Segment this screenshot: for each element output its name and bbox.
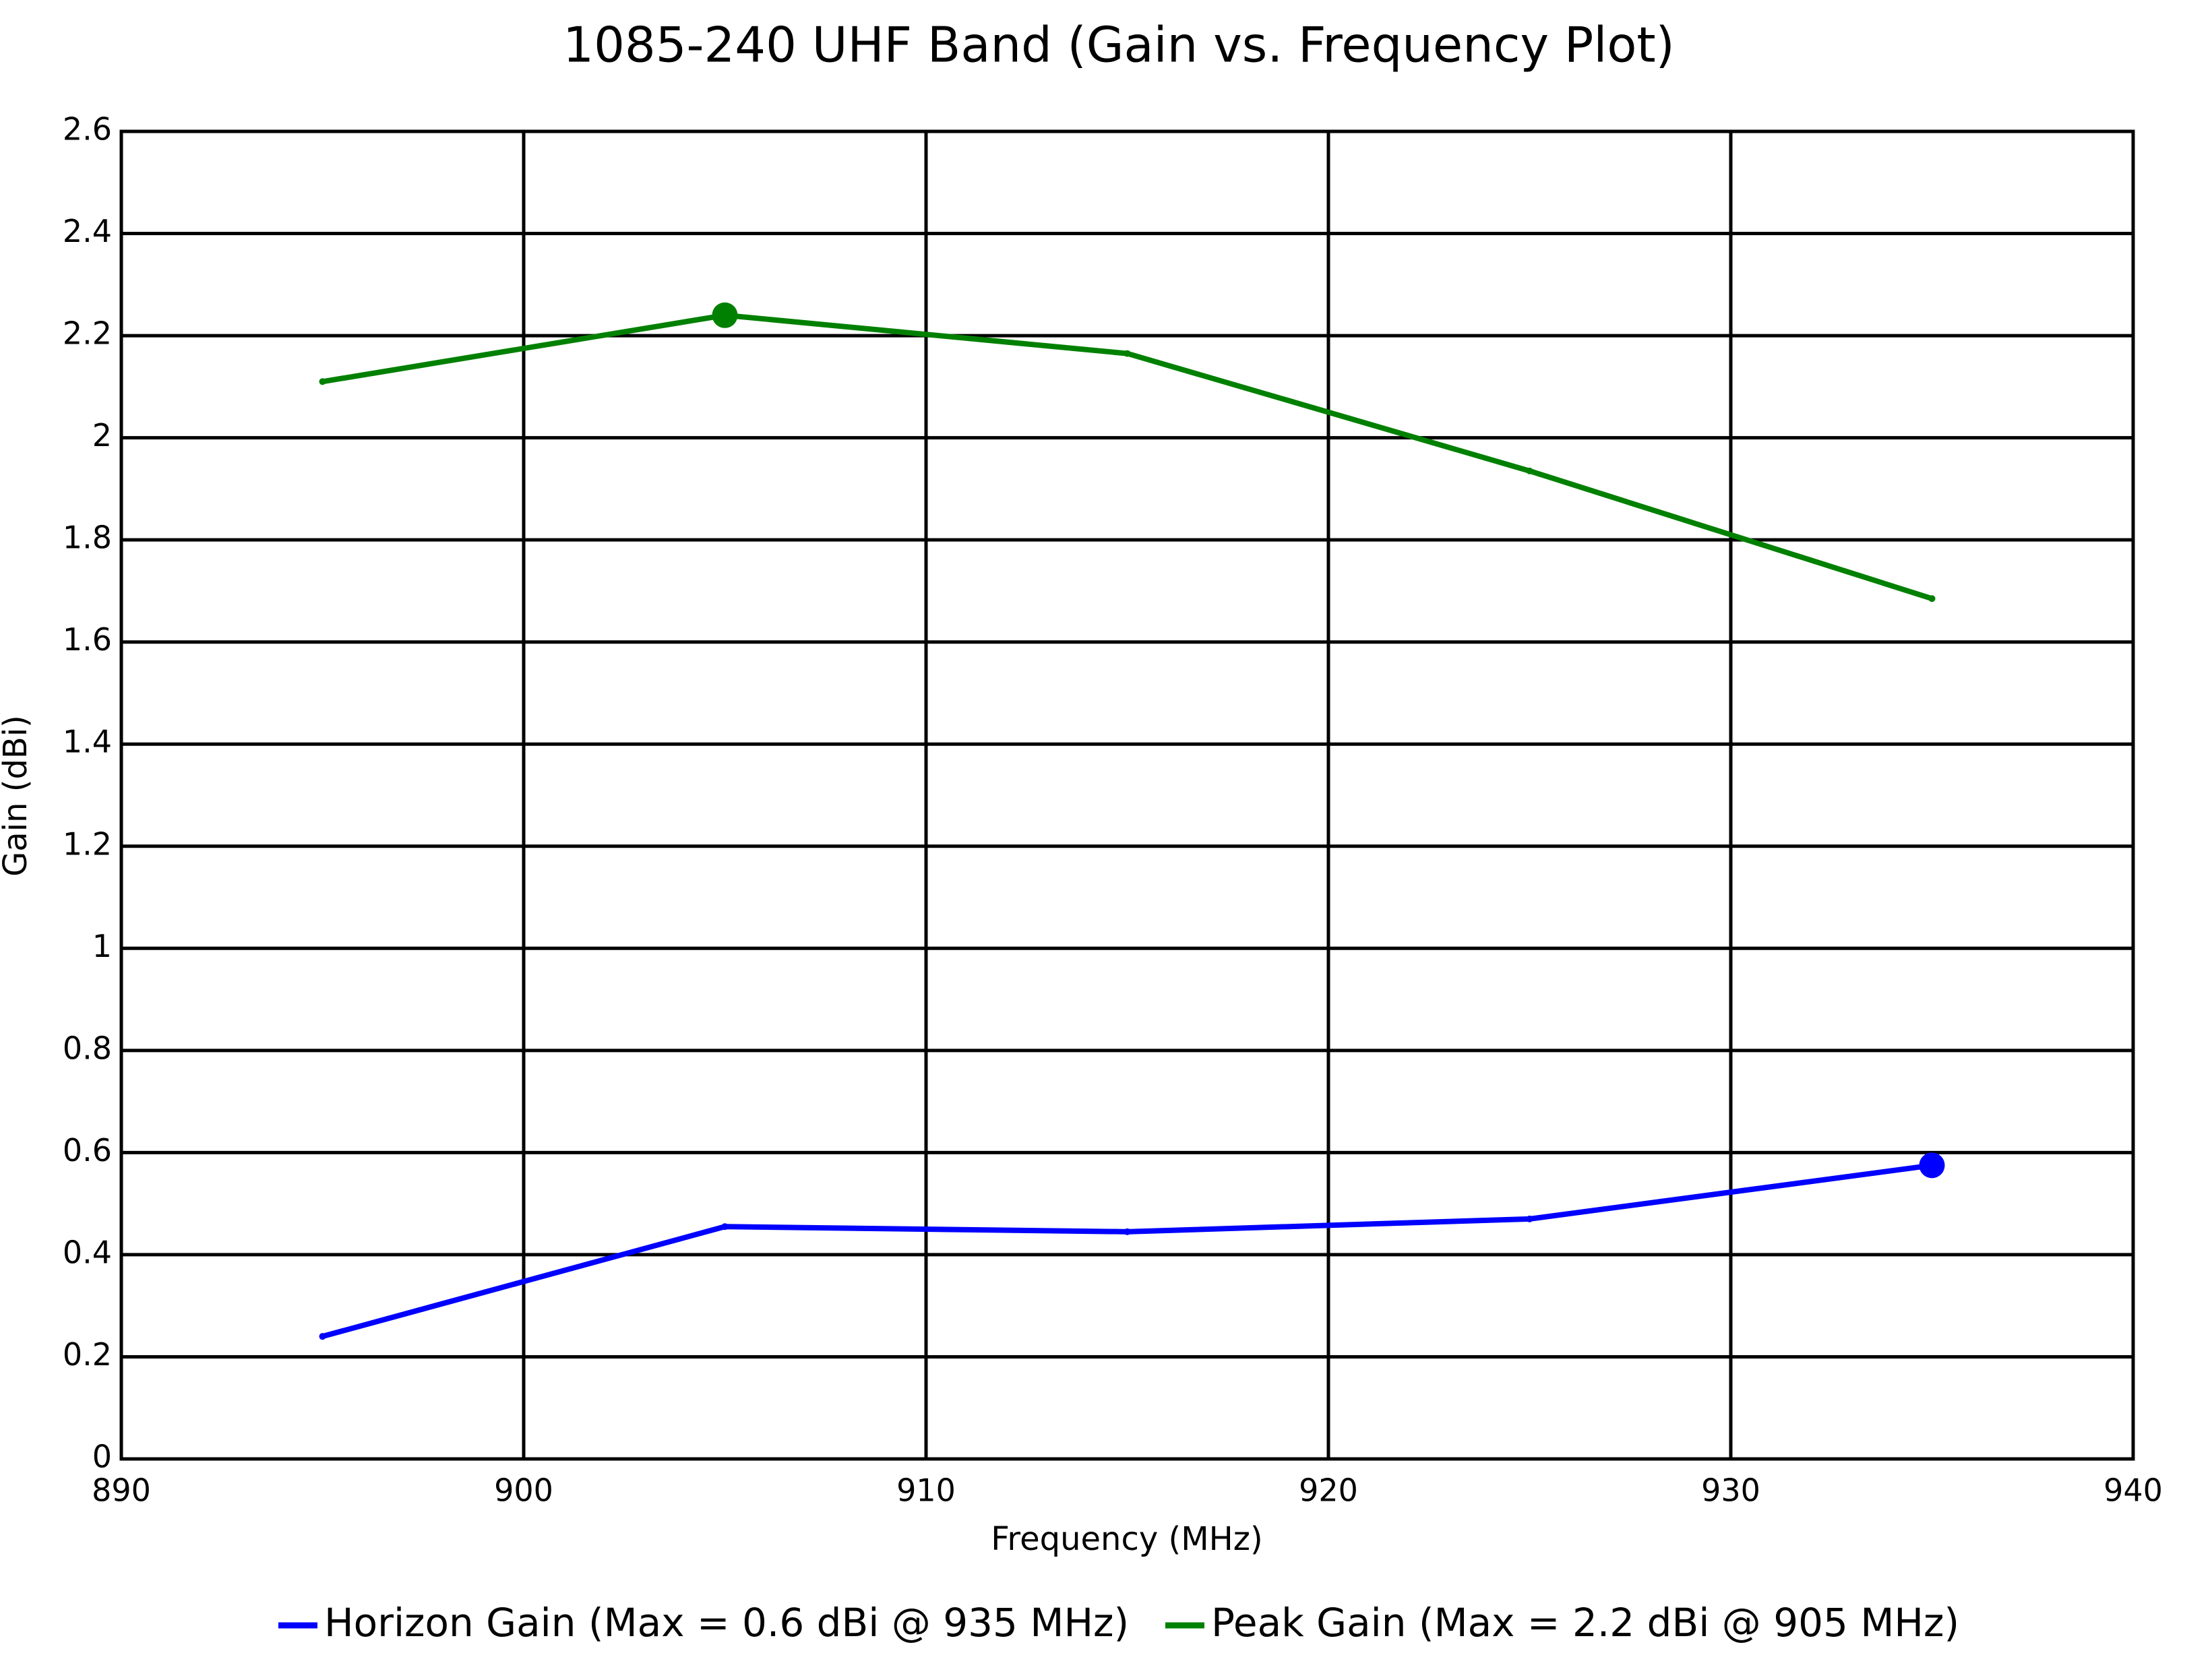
x-tick-label: 910 bbox=[896, 1472, 956, 1509]
data-point bbox=[1919, 1152, 1945, 1179]
y-tick-label: 1.2 bbox=[63, 825, 112, 862]
y-tick-label: 0.2 bbox=[63, 1336, 112, 1373]
data-point bbox=[1124, 350, 1131, 357]
y-tick-label: 1.4 bbox=[63, 724, 112, 760]
y-tick-label: 0.6 bbox=[63, 1132, 112, 1168]
y-tick-label: 2.6 bbox=[63, 111, 112, 148]
data-point bbox=[712, 302, 738, 328]
x-tick-label: 940 bbox=[2103, 1472, 2163, 1509]
y-tick-label: 2 bbox=[92, 417, 112, 454]
data-point bbox=[721, 1223, 729, 1230]
data-point bbox=[319, 378, 326, 385]
data-point bbox=[1124, 1228, 1131, 1235]
y-axis-label: Gain (dBi) bbox=[0, 715, 34, 877]
data-point bbox=[1526, 1215, 1533, 1222]
series-line bbox=[321, 312, 1933, 602]
y-tick-label: 0.8 bbox=[63, 1030, 112, 1066]
x-tick-label: 930 bbox=[1701, 1472, 1760, 1509]
x-tick-label: 900 bbox=[494, 1472, 553, 1509]
series-line bbox=[321, 1162, 1933, 1340]
legend-label: Peak Gain (Max = 2.2 dBi @ 905 MHz) bbox=[1211, 1600, 1959, 1646]
data-point bbox=[1526, 467, 1533, 474]
y-tick-label: 0 bbox=[92, 1439, 112, 1475]
y-tick-label: 2.2 bbox=[63, 315, 112, 352]
plot-frame bbox=[119, 129, 2135, 1461]
legend-label: Horizon Gain (Max = 0.6 dBi @ 935 MHz) bbox=[324, 1600, 1129, 1646]
data-point bbox=[319, 1333, 326, 1340]
y-tick-label: 1 bbox=[92, 928, 112, 964]
y-tick-label: 1.8 bbox=[63, 520, 112, 556]
y-tick-label: 0.4 bbox=[63, 1234, 112, 1270]
y-tick-label: 2.4 bbox=[63, 213, 112, 249]
x-axis-label: Frequency (MHz) bbox=[991, 1520, 1262, 1558]
x-tick-label: 920 bbox=[1299, 1472, 1358, 1509]
chart-title: 1085-240 UHF Band (Gain vs. Frequency Pl… bbox=[563, 17, 1674, 73]
data-point bbox=[1928, 595, 1936, 602]
x-tick-label: 890 bbox=[92, 1472, 151, 1509]
y-tick-label: 1.6 bbox=[63, 621, 112, 658]
